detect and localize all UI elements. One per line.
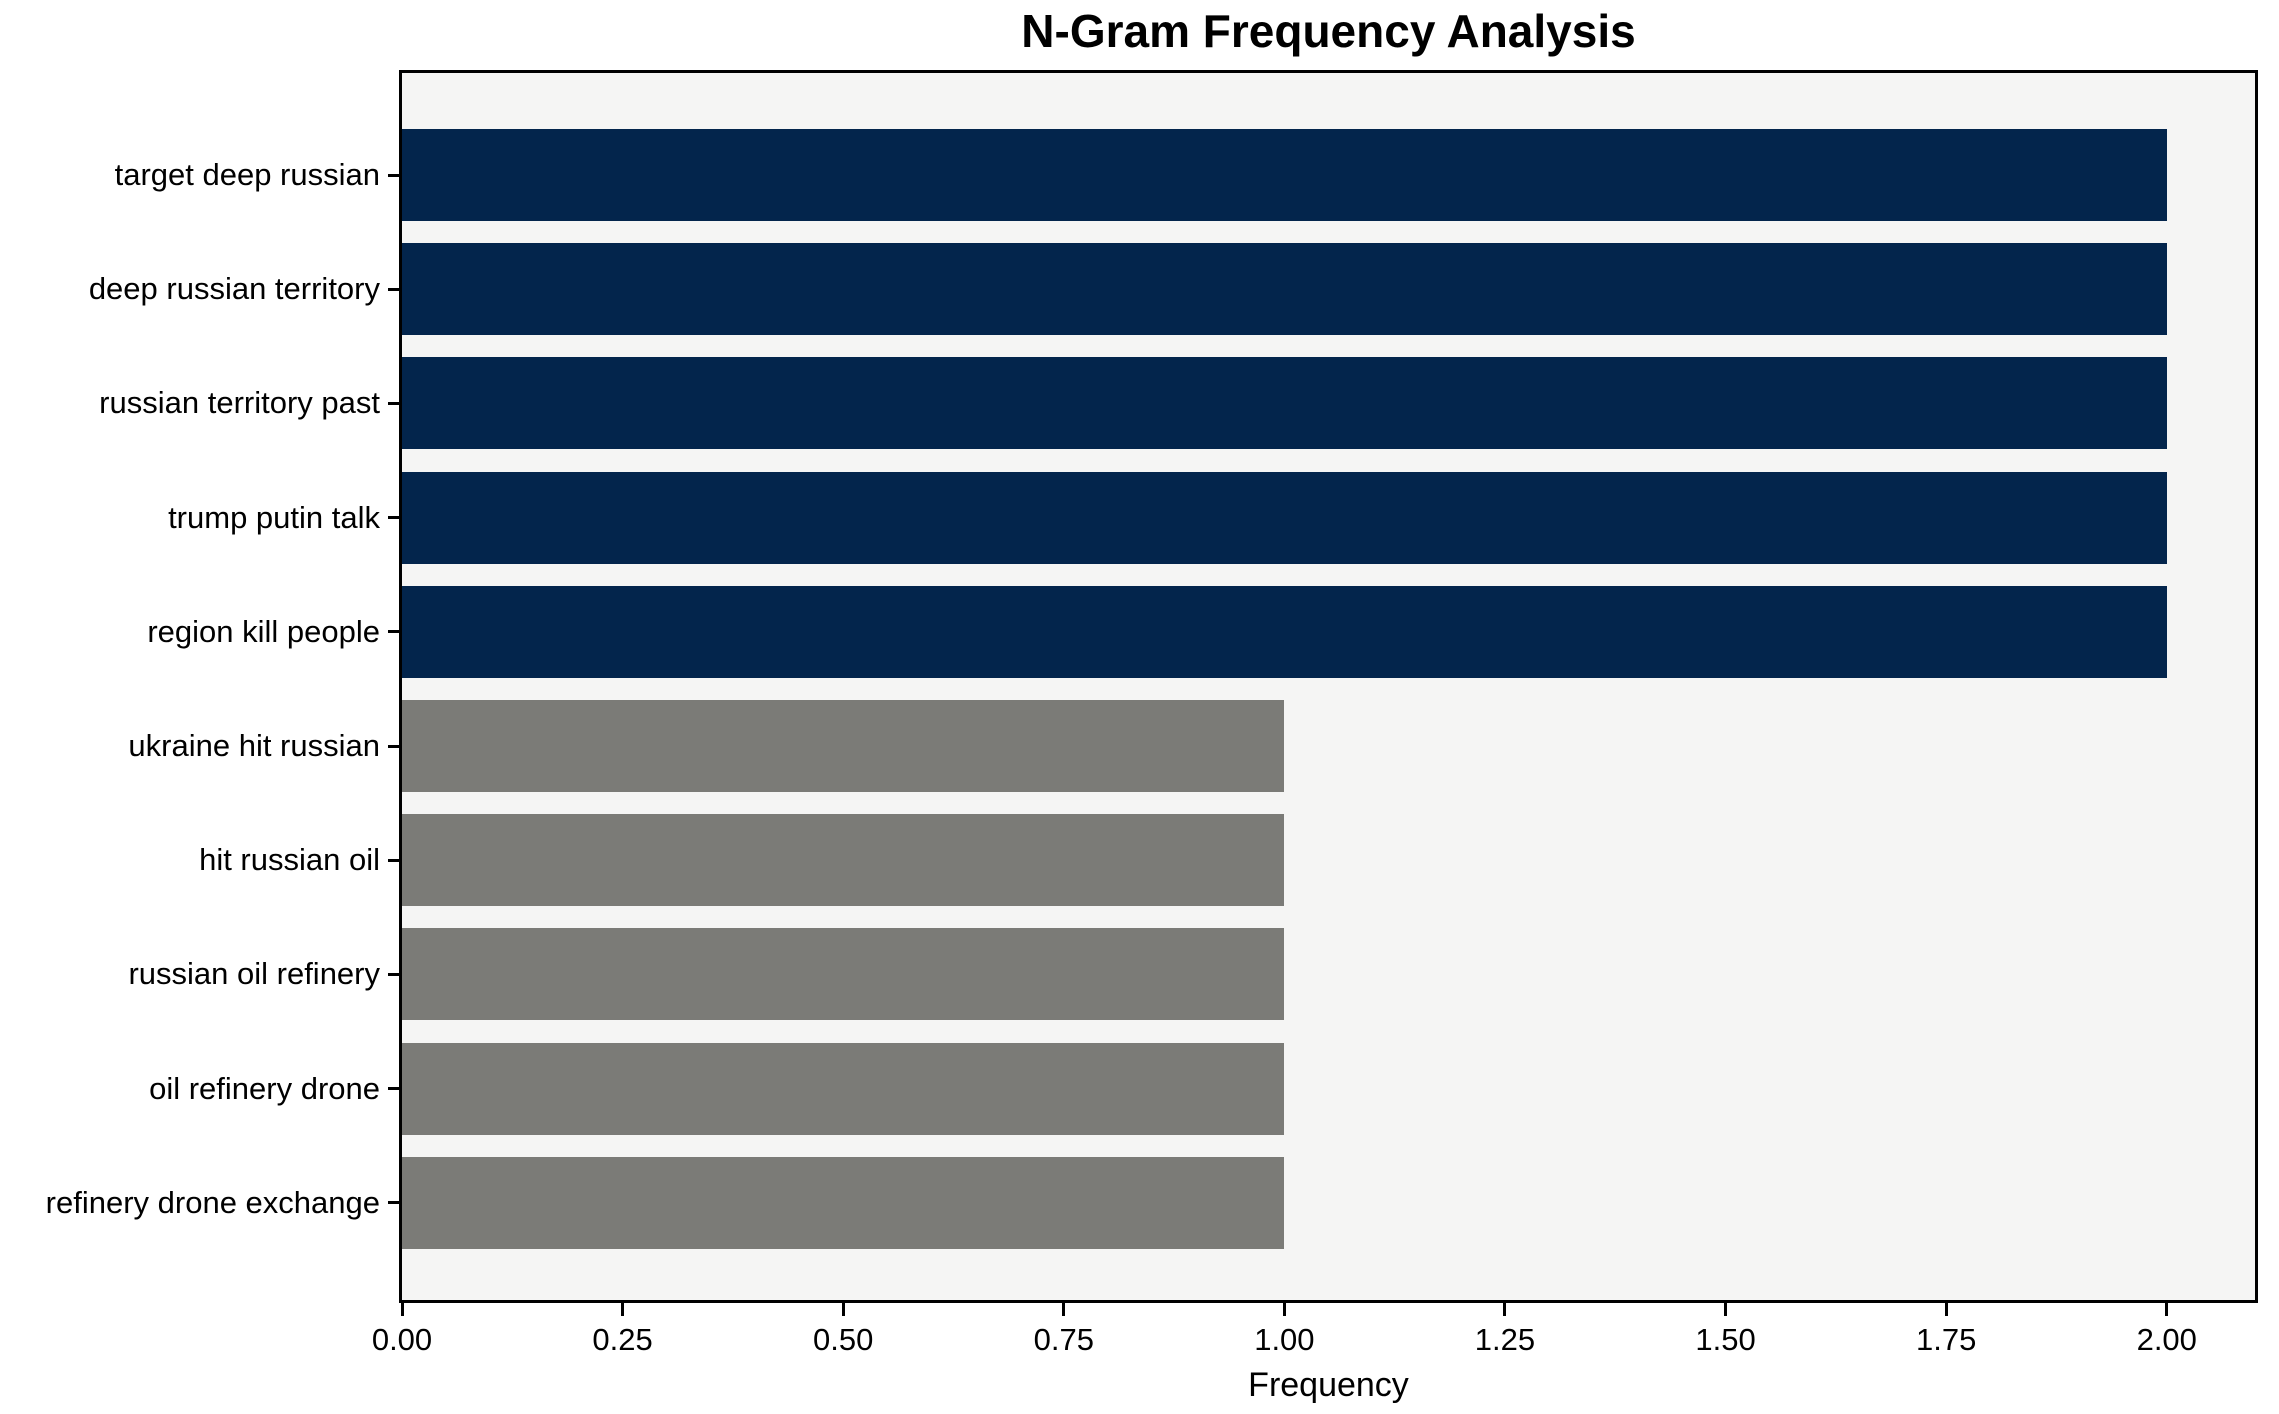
ytick-label: target deep russian [114, 157, 380, 192]
ytick-label: russian oil refinery [128, 956, 380, 992]
bar [402, 129, 2167, 221]
ytick-label: oil refinery drone [149, 1070, 380, 1106]
ytick-label: hit russian oil [199, 842, 380, 878]
ytick-mark [388, 744, 399, 748]
ytick-label: region kill people [147, 613, 380, 649]
ytick-label: russian territory past [99, 385, 380, 421]
xtick-label: 0.50 [813, 1322, 874, 1357]
ytick-label: deep russian territory [88, 271, 380, 307]
ytick-mark [388, 287, 399, 291]
xtick-label: 0.75 [1033, 1322, 1094, 1357]
ytick-label: refinery drone exchange [45, 1184, 380, 1220]
ytick-mark [388, 173, 399, 177]
xtick-label: 1.50 [1695, 1322, 1756, 1357]
xtick-mark [1944, 1303, 1948, 1316]
xtick-mark [2165, 1303, 2169, 1316]
xtick-label: 0.00 [371, 1322, 433, 1357]
bar [402, 585, 2167, 678]
ytick-mark [388, 516, 399, 520]
xtick-label: 1.75 [1915, 1322, 1977, 1357]
ytick-mark [388, 1087, 399, 1091]
xtick-mark [621, 1303, 625, 1316]
ytick-label: trump putin talk [168, 499, 380, 535]
bar [402, 1042, 1285, 1135]
plot-area [399, 70, 2258, 1303]
ytick-mark [388, 858, 399, 862]
bar [402, 1156, 1285, 1249]
ytick-label: ukraine hit russian [128, 728, 380, 763]
xtick-mark [841, 1303, 845, 1316]
bar [402, 928, 1285, 1021]
bar [402, 357, 2167, 450]
xtick-mark [400, 1303, 404, 1316]
bar [402, 243, 2167, 336]
bar [402, 471, 2167, 564]
ytick-mark [388, 630, 399, 634]
xtick-mark [1062, 1303, 1066, 1316]
x-axis-label: Frequency [1248, 1366, 1409, 1404]
xtick-label: 0.25 [592, 1322, 653, 1357]
bar [402, 814, 1285, 907]
ytick-mark [388, 401, 399, 405]
ytick-mark [388, 1201, 399, 1205]
xtick-mark [1282, 1303, 1286, 1316]
xtick-label: 1.25 [1474, 1322, 1536, 1357]
xtick-mark [1503, 1303, 1507, 1316]
xtick-label: 1.00 [1254, 1322, 1315, 1357]
xtick-mark [1724, 1303, 1728, 1316]
ytick-mark [388, 972, 399, 976]
chart-title: N-Gram Frequency Analysis [1021, 5, 1636, 57]
xtick-label: 2.00 [2136, 1322, 2197, 1357]
bar [402, 700, 1285, 792]
